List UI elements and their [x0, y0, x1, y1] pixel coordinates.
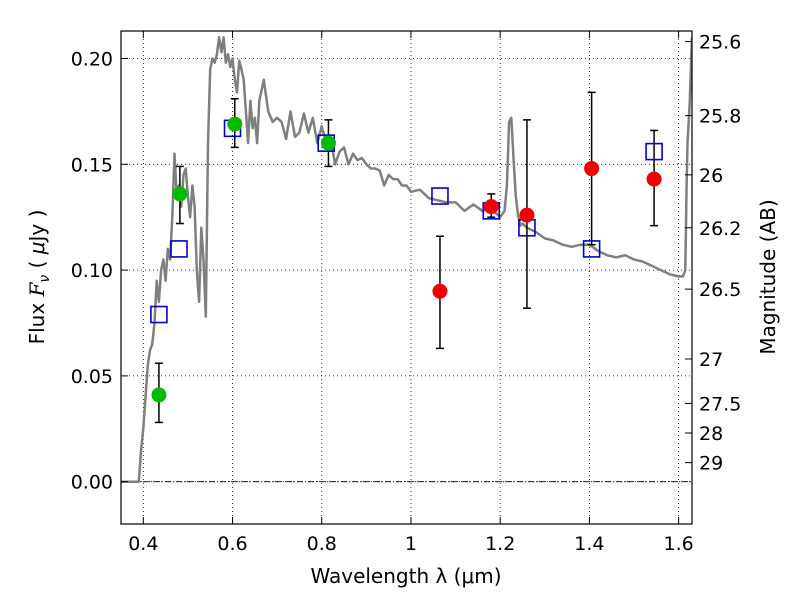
y-label-symbol: F	[25, 281, 49, 297]
x-tick-label: 0.6	[217, 533, 247, 555]
optical-data-point	[227, 116, 243, 132]
y-tick-label: 0.20	[71, 49, 113, 71]
nir-data-point	[519, 207, 535, 223]
x-tick-label: 0.4	[128, 533, 158, 555]
model-photometry-square	[150, 305, 168, 324]
y-tick-label: 0.00	[71, 472, 113, 494]
optical-data-point	[320, 135, 336, 151]
nir-data-point	[646, 171, 662, 187]
model-photometry-square	[645, 142, 663, 161]
y-label-unit-symbol: μ	[25, 241, 49, 255]
y-tick-label: 0.05	[71, 366, 113, 388]
x-tick-label: 1	[405, 533, 417, 555]
nir-data-point	[483, 199, 499, 215]
optical-data-point	[172, 186, 188, 202]
magnitude-tick-label: 28	[699, 423, 723, 445]
y-label-open: (	[25, 254, 49, 275]
magnitude-tick-label: 26.5	[699, 279, 741, 301]
y-tick-label: 0.15	[71, 154, 113, 176]
plot-frame	[120, 30, 693, 525]
x-tick-label: 1.6	[664, 533, 694, 555]
y-label-prefix: Flux	[25, 296, 49, 344]
model-sed-layer	[121, 36, 692, 483]
model-sed-line	[121, 36, 692, 483]
magnitude-tick-label: 27.5	[699, 393, 741, 415]
y-axis-label-right: Magnitude (AB)	[756, 199, 780, 354]
nir-data-point	[584, 161, 600, 177]
y-tick-label: 0.10	[71, 260, 113, 282]
optical-data-point	[151, 387, 167, 403]
magnitude-tick-label: 27	[699, 349, 723, 371]
y-axis-label-left: Flux Fν ( μJy )	[25, 210, 53, 345]
x-tick-label: 0.8	[307, 533, 337, 555]
model-photometry-square	[431, 187, 449, 205]
data-marks	[150, 91, 663, 424]
axes: 0.4 0.6 0.8 1 1.2 1.4 1.6 0.00 0.05 0.10 0.15 0.20 2…	[71, 30, 741, 555]
axis-labels: Wavelength λ (μm) Flux Fν ( μJy ) Magnit…	[25, 199, 780, 588]
magnitude-tick-label: 29	[699, 453, 723, 475]
nir-data-point	[432, 283, 448, 299]
magnitude-tick-label: 25.8	[699, 106, 741, 128]
model-photometry-square	[170, 240, 188, 258]
y-label-subscript: ν	[37, 275, 53, 283]
magnitude-tick-label: 26	[699, 165, 723, 187]
x-axis-label: Wavelength λ (μm)	[310, 564, 501, 588]
magnitude-tick-label: 26.2	[699, 218, 741, 240]
magnitude-tick-label: 25.6	[699, 32, 741, 54]
x-tick-label: 1.4	[574, 533, 604, 555]
model-photometry-square	[582, 240, 601, 258]
y-label-unit-rest: Jy )	[25, 210, 49, 244]
x-tick-label: 1.2	[485, 533, 515, 555]
